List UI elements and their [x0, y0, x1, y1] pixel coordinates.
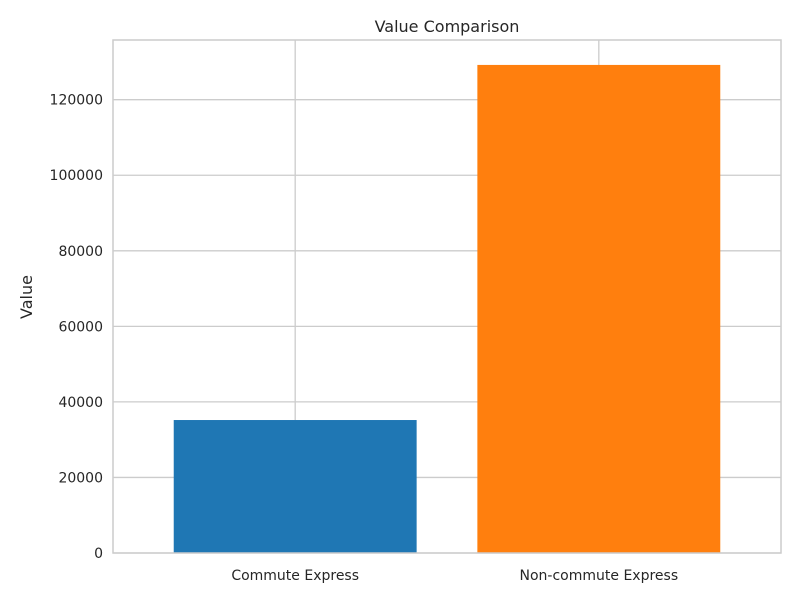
y-tick-label: 120000	[50, 93, 103, 109]
y-tick-label: 100000	[50, 168, 103, 184]
y-tick-label: 0	[94, 546, 103, 562]
x-tick-label: Commute Express	[231, 568, 359, 584]
y-axis-label: Value	[17, 275, 36, 319]
chart-title: Value Comparison	[375, 17, 520, 36]
bar-non-commute-express	[477, 64, 721, 553]
plot-frame	[112, 39, 782, 554]
y-tick-label: 60000	[58, 319, 103, 335]
axes-spines	[112, 39, 782, 554]
y-tick-label: 80000	[58, 244, 103, 260]
y-tick-label: 40000	[58, 395, 103, 411]
bar-commute-express	[173, 420, 417, 553]
x-axis-ticks: Commute Express Non-commute Express	[231, 568, 678, 584]
x-tick-label: Non-commute Express	[520, 568, 679, 584]
y-axis-ticks: 0 20000 40000 60000 80000 100000 120000	[50, 93, 103, 562]
y-tick-label: 20000	[58, 470, 103, 486]
bars-layer	[173, 64, 721, 553]
